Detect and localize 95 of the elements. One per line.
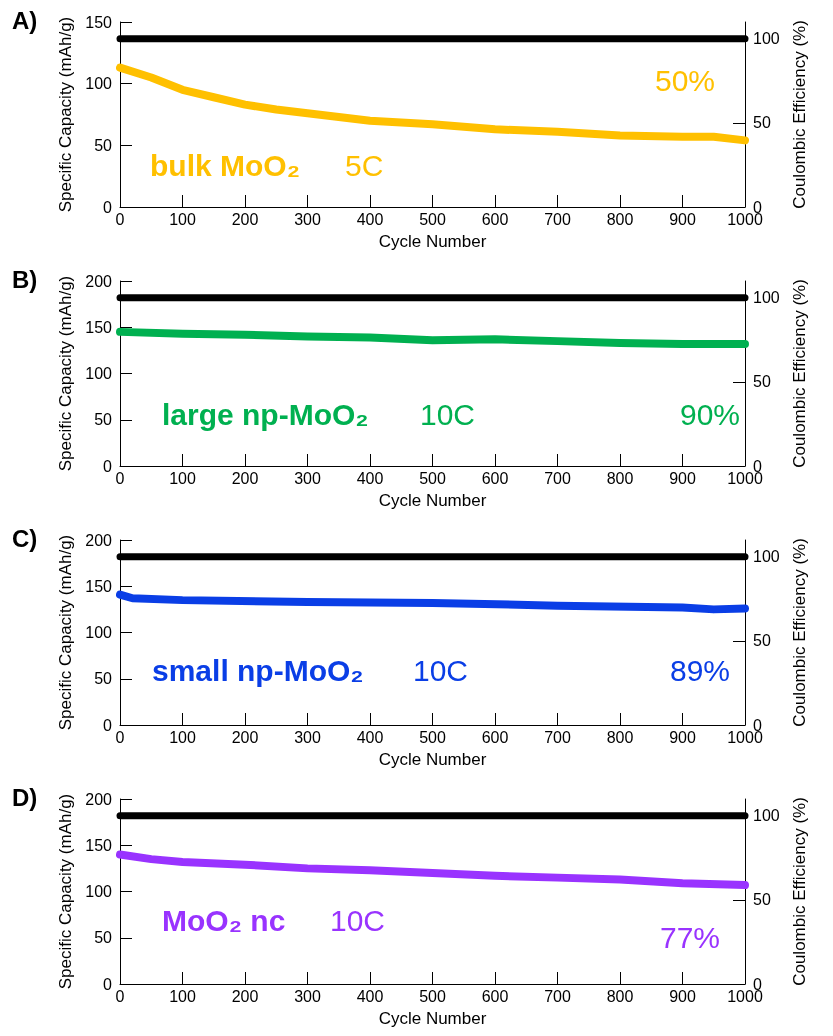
annotation: 50% xyxy=(655,63,716,97)
x-tick-label: 800 xyxy=(606,728,634,746)
y-tick-label: 200 xyxy=(85,790,113,808)
y-tick-label: 200 xyxy=(85,272,113,290)
y-tick-label: 200 xyxy=(85,531,113,549)
y2-axis-title: Coulombic Efficiency (%) xyxy=(789,279,809,468)
x-tick-label: 500 xyxy=(419,728,446,746)
y-tick-label: 150 xyxy=(85,577,113,595)
annotation: 5C xyxy=(345,148,384,182)
y-axis-title: Specific Capacity (mAh/g) xyxy=(56,275,76,472)
y2-tick-label: 100 xyxy=(753,807,780,825)
annotation: 10C xyxy=(420,397,476,431)
y-axis-title: Specific Capacity (mAh/g) xyxy=(56,534,76,731)
x-tick-label: 200 xyxy=(231,728,259,746)
x-tick-label: 600 xyxy=(481,728,509,746)
x-tick-label: 0 xyxy=(115,728,125,746)
x-axis-title: Cycle Number xyxy=(378,491,487,510)
y-tick-label: 0 xyxy=(103,716,113,734)
x-tick-label: 400 xyxy=(356,728,384,746)
x-tick-label: 500 xyxy=(419,210,446,228)
x-tick-label: 200 xyxy=(231,987,259,1005)
x-tick-label: 300 xyxy=(294,728,321,746)
x-tick-label: 0 xyxy=(115,987,125,1005)
x-tick-label: 300 xyxy=(294,987,321,1005)
x-tick-label: 700 xyxy=(544,210,571,228)
y-tick-label: 50 xyxy=(94,136,113,154)
annotation: large np-MoO₂ xyxy=(162,397,369,431)
y2-tick-label: 50 xyxy=(753,891,771,909)
y-tick-label: 150 xyxy=(85,13,113,31)
x-tick-label: 900 xyxy=(669,210,696,228)
y-tick-label: 100 xyxy=(85,883,113,900)
chart-title: D) xyxy=(12,783,38,811)
y2-tick-label: 100 xyxy=(753,30,780,48)
x-tick-label: 0 xyxy=(115,210,125,228)
x-tick-label: 500 xyxy=(419,987,446,1005)
x-tick-label: 700 xyxy=(544,469,571,487)
y2-axis-title: Coulombic Efficiency (%) xyxy=(789,538,809,727)
x-axis-title: Cycle Number xyxy=(378,750,487,769)
x-tick-label: 300 xyxy=(294,210,321,228)
x-tick-label: 400 xyxy=(356,210,384,228)
chart-title: C) xyxy=(12,524,38,552)
y-tick-label: 50 xyxy=(94,670,113,688)
x-tick-label: 100 xyxy=(169,728,196,746)
x-tick-label: 400 xyxy=(356,987,384,1005)
y2-tick-label: 50 xyxy=(753,373,771,391)
x-tick-label: 200 xyxy=(231,210,259,228)
y2-tick-label: 50 xyxy=(753,114,771,132)
y2-tick-label: 100 xyxy=(753,548,780,566)
x-tick-label: 300 xyxy=(294,469,321,487)
x-axis-title: Cycle Number xyxy=(378,232,487,251)
y-tick-label: 100 xyxy=(85,75,113,93)
x-tick-label: 400 xyxy=(356,469,384,487)
x-tick-label: 900 xyxy=(669,469,696,487)
y-tick-label: 0 xyxy=(103,457,113,475)
y-tick-label: 150 xyxy=(85,836,113,854)
annotation: 77% xyxy=(660,920,721,954)
x-tick-label: 200 xyxy=(231,469,259,487)
y-tick-label: 0 xyxy=(103,198,113,216)
y2-tick-label: 50 xyxy=(753,632,771,650)
x-tick-label: 100 xyxy=(169,469,196,487)
y-tick-label: 100 xyxy=(85,365,113,382)
y-axis-title: Specific Capacity (mAh/g) xyxy=(56,16,76,213)
annotation: 90% xyxy=(680,397,741,431)
y-tick-label: 50 xyxy=(94,411,113,429)
y-tick-label: 100 xyxy=(85,624,113,641)
y-axis-title: Specific Capacity (mAh/g) xyxy=(56,793,76,990)
y2-tick-label: 100 xyxy=(753,289,780,307)
x-tick-label: 800 xyxy=(606,210,634,228)
x-tick-label: 100 xyxy=(169,210,196,228)
x-tick-label: 600 xyxy=(481,987,509,1005)
x-tick-label: 900 xyxy=(669,987,696,1005)
annotation: small np-MoO₂ xyxy=(152,653,364,687)
annotation: 10C xyxy=(330,903,386,937)
x-tick-label: 600 xyxy=(481,210,509,228)
x-tick-label: 700 xyxy=(544,728,571,746)
x-tick-label: 0 xyxy=(115,469,125,487)
x-tick-label: 100 xyxy=(169,987,196,1005)
x-tick-label: 600 xyxy=(481,469,509,487)
x-tick-label: 900 xyxy=(669,728,696,746)
y2-axis-title: Coulombic Efficiency (%) xyxy=(789,797,809,986)
chart-title: B) xyxy=(12,265,38,293)
y2-axis-title: Coulombic Efficiency (%) xyxy=(789,20,809,209)
annotation: 10C xyxy=(413,653,469,687)
x-tick-label: 800 xyxy=(606,987,634,1005)
annotation: MoO₂ nc xyxy=(162,903,286,937)
x-axis-title: Cycle Number xyxy=(378,1009,487,1028)
x-tick-label: 500 xyxy=(419,469,446,487)
y-tick-label: 150 xyxy=(85,318,113,336)
annotation: bulk MoO₂ xyxy=(150,148,300,182)
x-tick-label: 700 xyxy=(544,987,571,1005)
x-tick-label: 800 xyxy=(606,469,634,487)
chart-title: A) xyxy=(12,6,38,34)
y-tick-label: 0 xyxy=(103,975,113,993)
annotation: 89% xyxy=(670,653,731,687)
y-tick-label: 50 xyxy=(94,929,113,947)
